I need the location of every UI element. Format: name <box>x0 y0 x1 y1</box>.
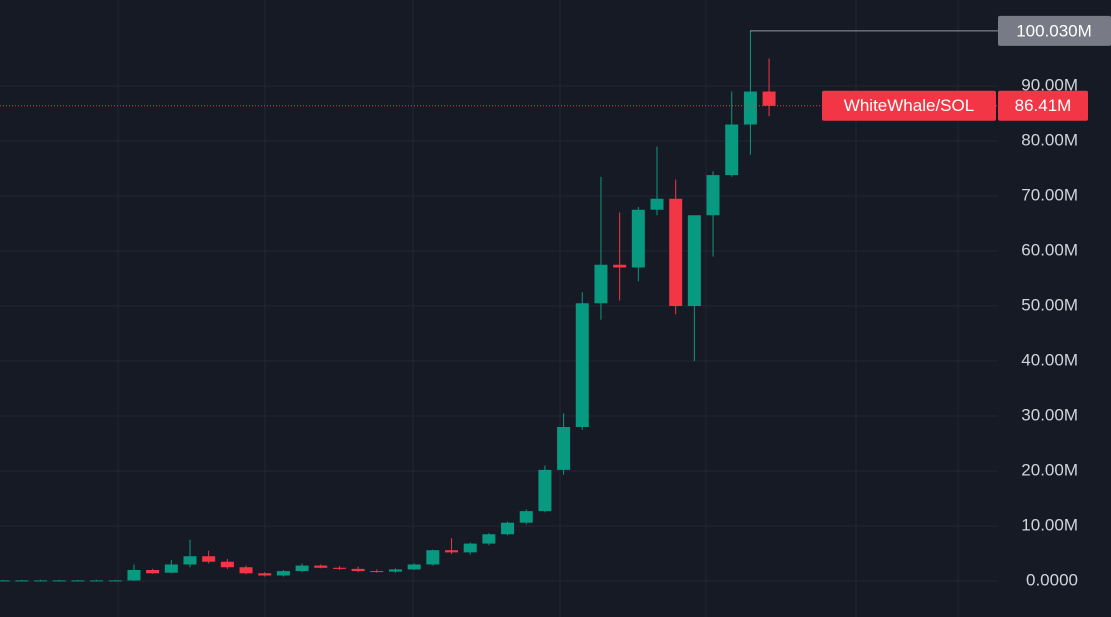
candle-body <box>220 561 234 568</box>
candle-body <box>445 550 459 553</box>
last-price-box <box>998 90 1088 121</box>
candle-body <box>519 511 533 523</box>
candle-body <box>239 567 253 574</box>
candle-body <box>52 580 66 582</box>
candle-body <box>650 198 664 210</box>
candle-body <box>370 571 384 573</box>
y-tick-label: 0.0000 <box>1026 570 1078 589</box>
y-tick-label: 90.00M <box>1021 75 1078 94</box>
candle-body <box>332 567 346 569</box>
candle-body <box>501 522 515 535</box>
candle-body <box>388 569 402 572</box>
candle-body <box>762 91 776 106</box>
candle-body <box>594 264 608 304</box>
candle-body <box>258 573 272 576</box>
candle-body <box>613 264 627 268</box>
candle-body <box>34 580 48 582</box>
symbol-box <box>822 90 996 121</box>
candle-body <box>276 571 290 576</box>
candle-body <box>743 91 757 125</box>
candle-body <box>575 303 589 427</box>
candle-body <box>183 556 197 565</box>
y-tick-label: 60.00M <box>1021 240 1078 259</box>
candle-body <box>687 215 701 306</box>
candle-body <box>90 580 104 582</box>
candle-body <box>295 565 309 572</box>
candle-body <box>463 543 477 553</box>
y-tick-label: 40.00M <box>1021 350 1078 369</box>
candle-body <box>71 580 85 582</box>
y-tick-label: 50.00M <box>1021 295 1078 314</box>
y-tick-label: 30.00M <box>1021 405 1078 424</box>
candle-body <box>407 564 421 570</box>
symbol-label: WhiteWhale/SOL <box>844 96 974 115</box>
y-tick-label: 70.00M <box>1021 185 1078 204</box>
candle-body <box>669 198 683 306</box>
last-price-label: 86.41M <box>1015 96 1072 115</box>
candle-body <box>127 569 141 581</box>
candle-body <box>706 175 720 216</box>
candle-body <box>0 580 10 582</box>
candle-body <box>202 556 216 562</box>
candle-body <box>164 564 178 573</box>
candle-body <box>314 565 328 568</box>
y-tick-label: 10.00M <box>1021 515 1078 534</box>
y-tick-label: 20.00M <box>1021 460 1078 479</box>
y-tick-label: 80.00M <box>1021 130 1078 149</box>
candle-body <box>146 569 160 574</box>
high-marker-box <box>998 15 1111 46</box>
candle-body <box>631 209 645 268</box>
candle-body <box>426 550 440 565</box>
candle-body <box>482 534 496 544</box>
candle-body <box>351 568 365 572</box>
high-marker-label: 100.030M <box>1016 21 1092 40</box>
candle-body <box>725 124 739 176</box>
candle-body <box>557 426 571 470</box>
candle-body <box>108 580 122 582</box>
candle-body <box>538 469 552 512</box>
candle-body <box>15 580 29 582</box>
